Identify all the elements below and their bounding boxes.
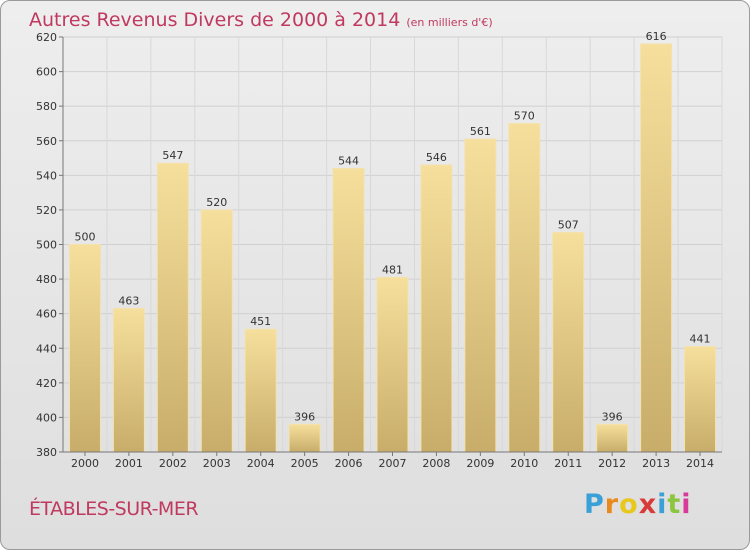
x-tick-label: 2007 <box>379 457 407 470</box>
y-tick-label: 600 <box>36 66 57 79</box>
bar <box>684 346 717 453</box>
bar <box>464 138 497 453</box>
bar-value-label: 544 <box>338 154 359 167</box>
x-tick-label: 2008 <box>422 457 450 470</box>
x-tick-label: 2001 <box>115 457 143 470</box>
bar <box>156 162 189 453</box>
bar <box>112 307 145 453</box>
y-tick-label: 420 <box>36 377 57 390</box>
bar <box>552 231 585 453</box>
x-tick-label: 2009 <box>466 457 494 470</box>
bar-value-label: 481 <box>382 263 403 276</box>
bar-value-label: 561 <box>470 125 491 138</box>
x-tick-label: 2010 <box>510 457 538 470</box>
bar <box>332 167 365 453</box>
logo-letter: x <box>638 489 658 520</box>
bar <box>596 423 629 453</box>
x-tick-label: 2004 <box>247 457 275 470</box>
chart-title: Autres Revenus Divers de 2000 à 2014 (en … <box>29 9 493 31</box>
bar <box>508 122 541 453</box>
bar <box>376 276 409 453</box>
bar-value-label: 500 <box>74 231 95 244</box>
x-tick-label: 2006 <box>335 457 363 470</box>
x-tick-label: 2011 <box>554 457 582 470</box>
y-tick-label: 540 <box>36 169 57 182</box>
y-tick-label: 580 <box>36 100 57 113</box>
bar-value-label: 441 <box>690 333 711 346</box>
logo-letter: o <box>619 489 639 520</box>
bar-value-label: 520 <box>206 196 227 209</box>
x-tick-label: 2014 <box>686 457 714 470</box>
bar <box>640 43 673 453</box>
x-tick-label: 2013 <box>642 457 670 470</box>
bars: 500 463 547 520 451 396 544 481 546 561 570 507 396 6… <box>68 30 717 453</box>
bar <box>68 244 101 453</box>
bar-value-label: 396 <box>602 410 623 423</box>
bar <box>244 328 277 453</box>
axes: 380 400 420 440 460 480 500 520 540 560 580 600 620 2… <box>36 31 722 470</box>
y-tick-label: 400 <box>36 411 57 424</box>
bar-value-label: 507 <box>558 218 579 231</box>
y-tick-label: 500 <box>36 239 57 252</box>
logo-letter: t <box>667 489 682 520</box>
bar <box>200 209 233 453</box>
proxiti-logo: Proxiti <box>584 489 692 520</box>
logo-letter: r <box>604 489 620 520</box>
logo-letter: P <box>584 489 605 520</box>
x-tick-label: 2012 <box>598 457 626 470</box>
bar-value-label: 396 <box>294 410 315 423</box>
bar-value-label: 547 <box>162 149 183 162</box>
bar-value-label: 451 <box>250 315 271 328</box>
x-tick-label: 2003 <box>203 457 231 470</box>
place-name: ÉTABLES-SUR-MER <box>29 498 199 520</box>
y-tick-label: 440 <box>36 342 57 355</box>
grid-lines <box>62 36 723 453</box>
x-tick-label: 2000 <box>71 457 99 470</box>
y-tick-label: 520 <box>36 204 57 217</box>
chart-subtitle: (en milliers d'€) <box>406 16 493 29</box>
logo-letter: i <box>681 489 692 520</box>
y-tick-label: 460 <box>36 308 57 321</box>
bar-value-label: 463 <box>118 294 139 307</box>
x-tick-label: 2002 <box>159 457 187 470</box>
y-tick-label: 380 <box>36 446 57 459</box>
bar <box>288 423 321 453</box>
y-tick-label: 480 <box>36 273 57 286</box>
y-tick-label: 560 <box>36 135 57 148</box>
x-tick-label: 2005 <box>291 457 319 470</box>
bar-value-label: 546 <box>426 151 447 164</box>
logo-letter: i <box>657 489 668 520</box>
bar <box>420 164 453 453</box>
chart-title-text: Autres Revenus Divers de 2000 à 2014 <box>29 9 401 31</box>
y-tick-label: 620 <box>36 31 57 44</box>
bar-value-label: 616 <box>646 30 667 43</box>
bar-value-label: 570 <box>514 109 535 122</box>
